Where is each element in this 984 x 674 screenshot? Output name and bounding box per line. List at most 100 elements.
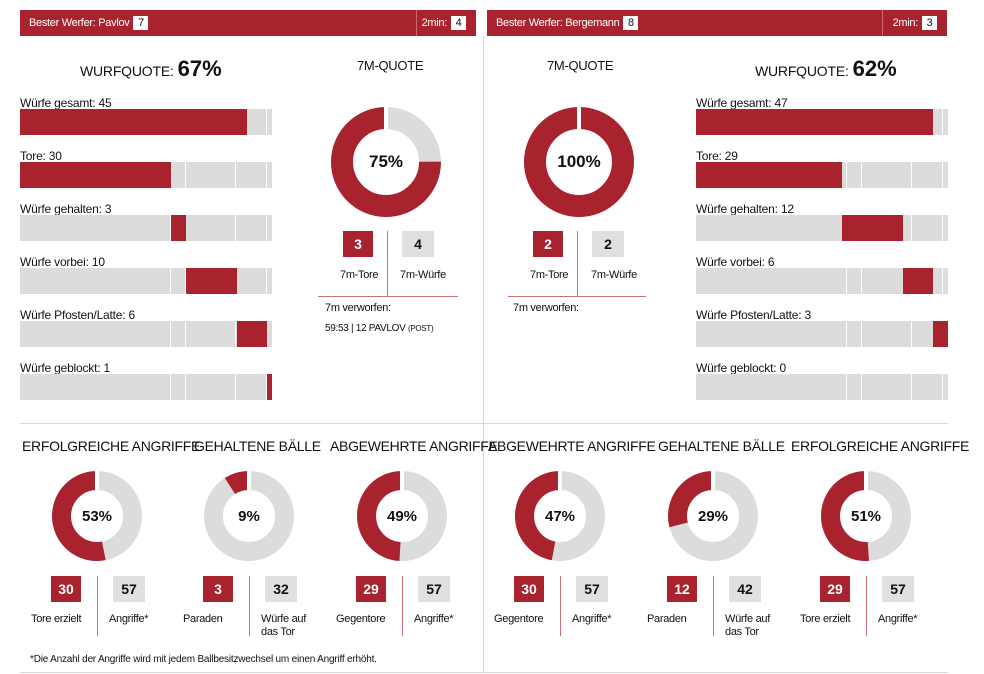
section-donut: 49% bbox=[356, 470, 448, 562]
stat-bar-track bbox=[696, 162, 948, 188]
section-b-label: Würfe auf das Tor bbox=[261, 613, 306, 638]
wurfquote-label: Wurfquote: bbox=[80, 63, 174, 79]
track-tick bbox=[846, 374, 847, 400]
track-tick bbox=[861, 268, 862, 294]
section-divider bbox=[20, 423, 948, 424]
section-title: Abgewehrte Angriffe bbox=[488, 438, 656, 454]
seven-m-tore-value: 3 bbox=[343, 231, 373, 257]
section-a-label: Tore erzielt bbox=[800, 613, 851, 625]
stat-label: Würfe gesamt: 45 bbox=[20, 96, 112, 110]
stat-label: Tore: 29 bbox=[696, 149, 738, 163]
track-tick bbox=[911, 215, 912, 241]
section-percent: 47% bbox=[544, 507, 576, 525]
section-b-label: Angriffe* bbox=[414, 613, 454, 625]
top-bar-right: Bester Werfer: Bergemann 8 2min: 3 bbox=[487, 10, 947, 36]
track-tick bbox=[185, 374, 186, 400]
section-title: Erfolgreiche Angriffe bbox=[791, 438, 970, 454]
stat-label: Würfe vorbei: 10 bbox=[20, 255, 105, 269]
top-bar-left: Bester Werfer: Pavlov 7 2min: 4 bbox=[20, 10, 476, 36]
section-a-value: 29 bbox=[356, 576, 386, 602]
seven-m-title-left: 7m-Quote bbox=[357, 58, 424, 73]
stat-bar-fill bbox=[186, 268, 237, 294]
stat-bar-fill bbox=[842, 215, 903, 241]
wurfquote-label: Wurfquote: bbox=[755, 63, 849, 79]
stat-bar-track bbox=[20, 321, 272, 347]
two-min-value: 3 bbox=[922, 16, 937, 30]
track-tick bbox=[911, 162, 912, 188]
section-donut: 51% bbox=[820, 470, 912, 562]
track-tick bbox=[942, 162, 943, 188]
seven-m-verworfen-label: 7m verworfen: bbox=[325, 302, 391, 314]
stat-bar-track bbox=[696, 268, 948, 294]
best-scorer-value: 8 bbox=[623, 16, 639, 30]
track-tick bbox=[846, 321, 847, 347]
stat-bar-track bbox=[20, 109, 272, 135]
top-bar-separator bbox=[416, 10, 417, 36]
best-scorer-value: 7 bbox=[133, 16, 149, 30]
section-b-value: 32 bbox=[265, 576, 297, 602]
track-tick bbox=[266, 374, 267, 400]
stat-bar-track bbox=[20, 268, 272, 294]
seven-m-wuerfe-label: 7m-Würfe bbox=[591, 269, 637, 281]
seven-m-verworfen-label: 7m verworfen: bbox=[513, 302, 579, 314]
section-percent: 53% bbox=[81, 507, 113, 525]
track-tick bbox=[185, 268, 186, 294]
section-split-line bbox=[402, 576, 403, 636]
seven-m-wuerfe-value: 4 bbox=[402, 231, 434, 257]
track-tick bbox=[235, 374, 236, 400]
stat-bar-track bbox=[20, 162, 272, 188]
best-scorer-label: Bester Werfer: Pavlov bbox=[29, 17, 130, 29]
stat-bar-fill bbox=[20, 109, 247, 135]
track-tick bbox=[266, 268, 267, 294]
wurfquote-value: 62% bbox=[852, 56, 897, 81]
stat-bar-track bbox=[20, 215, 272, 241]
stat-bar-track bbox=[696, 374, 948, 400]
section-a-value: 30 bbox=[514, 576, 544, 602]
two-min-label: 2min: bbox=[421, 17, 448, 29]
track-tick bbox=[911, 374, 912, 400]
stat-bar-fill bbox=[171, 215, 187, 241]
section-a-value: 30 bbox=[51, 576, 81, 602]
two-min-value: 4 bbox=[451, 16, 466, 30]
track-tick bbox=[846, 268, 847, 294]
track-tick bbox=[942, 268, 943, 294]
seven-m-wuerfe-value: 2 bbox=[592, 231, 624, 257]
track-tick bbox=[170, 374, 171, 400]
section-percent: 29% bbox=[697, 507, 729, 525]
track-tick bbox=[170, 268, 171, 294]
seven-m-tore-value: 2 bbox=[533, 231, 563, 257]
stat-bar-fill bbox=[266, 374, 272, 400]
seven-m-base-line bbox=[508, 296, 646, 297]
stat-label: Würfe gehalten: 3 bbox=[20, 202, 112, 216]
track-tick bbox=[266, 109, 267, 135]
section-b-label: Angriffe* bbox=[109, 613, 149, 625]
track-tick bbox=[266, 162, 267, 188]
seven-m-percent: 75% bbox=[368, 152, 404, 171]
section-a-label: Gegentore bbox=[336, 613, 386, 625]
seven-m-base-line bbox=[318, 296, 458, 297]
track-tick bbox=[942, 374, 943, 400]
section-a-label: Paraden bbox=[183, 613, 223, 625]
track-tick bbox=[266, 215, 267, 241]
verworfen-entry-text: 59:53 | 12 PAVLOV bbox=[325, 323, 406, 334]
track-tick bbox=[170, 321, 171, 347]
verworfen-entry-suffix: (POST) bbox=[408, 324, 434, 333]
track-tick bbox=[846, 162, 847, 188]
section-donut: 47% bbox=[514, 470, 606, 562]
stat-bar-track bbox=[696, 109, 948, 135]
section-b-value: 57 bbox=[418, 576, 450, 602]
section-title: Abgewehrte Angriffe bbox=[330, 438, 498, 454]
stat-label: Würfe geblockt: 1 bbox=[20, 361, 110, 375]
stat-label: Tore: 30 bbox=[20, 149, 62, 163]
stat-bar-fill bbox=[902, 268, 933, 294]
stat-bar-track bbox=[696, 321, 948, 347]
bottom-divider bbox=[20, 672, 948, 673]
stat-label: Würfe Pfosten/Latte: 6 bbox=[20, 308, 135, 322]
section-donut: 53% bbox=[51, 470, 143, 562]
seven-m-verworfen-entry: 59:53 | 12 PAVLOV (POST) bbox=[325, 322, 434, 335]
stat-bar-track bbox=[696, 215, 948, 241]
section-b-value: 42 bbox=[729, 576, 761, 602]
seven-m-percent: 100% bbox=[557, 152, 601, 171]
track-tick bbox=[185, 321, 186, 347]
seven-m-donut-left: 75% bbox=[330, 106, 442, 218]
